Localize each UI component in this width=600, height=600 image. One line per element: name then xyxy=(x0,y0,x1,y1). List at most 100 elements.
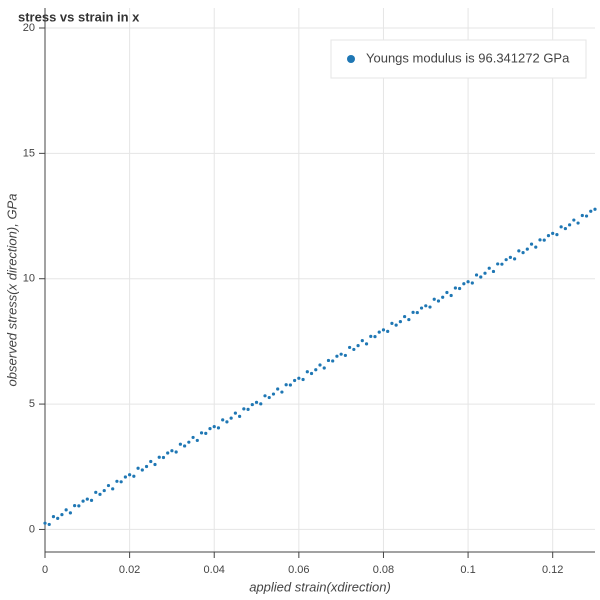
point xyxy=(144,464,149,469)
point xyxy=(559,225,563,229)
legend-label: Youngs modulus is 96.341272 GPa xyxy=(366,50,570,65)
point xyxy=(132,474,136,478)
point xyxy=(170,449,174,453)
point xyxy=(238,414,242,418)
point xyxy=(555,232,559,237)
point xyxy=(204,431,208,436)
point xyxy=(123,475,127,479)
x-tick-label: 0.04 xyxy=(204,564,225,576)
point xyxy=(216,426,221,430)
point xyxy=(563,226,567,231)
point xyxy=(140,468,144,472)
point xyxy=(373,335,377,339)
point xyxy=(301,377,305,382)
point xyxy=(458,286,462,291)
point xyxy=(187,440,191,444)
point xyxy=(195,438,199,443)
point xyxy=(352,347,356,352)
point xyxy=(136,466,140,470)
point xyxy=(360,339,364,343)
point xyxy=(225,420,229,424)
point xyxy=(470,281,474,285)
point xyxy=(534,245,538,249)
y-tick-label: 20 xyxy=(23,22,35,34)
point xyxy=(331,359,335,363)
point xyxy=(386,329,390,333)
point xyxy=(508,255,512,260)
point xyxy=(115,479,119,483)
point xyxy=(436,299,441,303)
point xyxy=(208,427,212,431)
point xyxy=(271,392,276,396)
point xyxy=(64,508,68,512)
point xyxy=(589,209,593,213)
x-tick-label: 0.06 xyxy=(288,564,309,576)
point xyxy=(161,455,166,460)
point xyxy=(441,295,445,299)
point xyxy=(60,513,64,517)
x-tick-label: 0 xyxy=(42,564,48,576)
point xyxy=(94,490,98,494)
point xyxy=(407,317,411,322)
point xyxy=(153,462,157,467)
x-tick-label: 0.12 xyxy=(542,564,563,576)
point xyxy=(212,425,216,429)
point xyxy=(572,218,576,222)
point xyxy=(576,221,580,225)
y-tick-label: 0 xyxy=(29,523,35,535)
point xyxy=(479,275,483,279)
point xyxy=(157,455,161,459)
point xyxy=(377,330,381,334)
point xyxy=(339,352,343,356)
x-axis-label: applied strain(xdirection) xyxy=(249,579,391,594)
point xyxy=(119,480,123,484)
point xyxy=(496,262,500,266)
point xyxy=(483,271,487,275)
point xyxy=(356,344,360,348)
point xyxy=(305,370,309,374)
point xyxy=(415,310,419,315)
point xyxy=(106,483,111,488)
point xyxy=(538,238,542,242)
point xyxy=(584,214,589,218)
point xyxy=(466,280,470,284)
point xyxy=(51,515,56,519)
y-tick-label: 5 xyxy=(29,398,35,410)
point xyxy=(102,488,106,493)
point xyxy=(546,233,551,238)
point xyxy=(314,368,318,372)
point xyxy=(250,402,254,407)
point xyxy=(178,442,182,446)
point xyxy=(318,363,322,367)
point xyxy=(453,286,457,290)
point xyxy=(183,444,187,448)
point xyxy=(68,511,72,515)
point xyxy=(398,319,402,324)
point xyxy=(85,497,89,501)
point xyxy=(229,416,233,420)
point xyxy=(174,450,178,454)
point xyxy=(284,383,288,387)
point xyxy=(254,400,259,404)
point xyxy=(111,487,115,491)
legend-marker xyxy=(347,55,355,63)
point xyxy=(128,473,132,477)
point xyxy=(149,459,153,464)
point xyxy=(343,353,347,358)
point xyxy=(280,390,284,394)
point xyxy=(390,321,394,325)
point xyxy=(381,328,386,332)
y-tick-label: 10 xyxy=(23,273,35,285)
point xyxy=(445,290,449,295)
point xyxy=(500,262,504,266)
point xyxy=(474,273,479,277)
point xyxy=(348,345,352,350)
point xyxy=(276,387,280,391)
point xyxy=(513,257,517,261)
point xyxy=(47,522,51,527)
point xyxy=(517,249,521,253)
point xyxy=(246,407,250,411)
point xyxy=(297,376,301,380)
x-tick-label: 0.1 xyxy=(460,564,475,576)
